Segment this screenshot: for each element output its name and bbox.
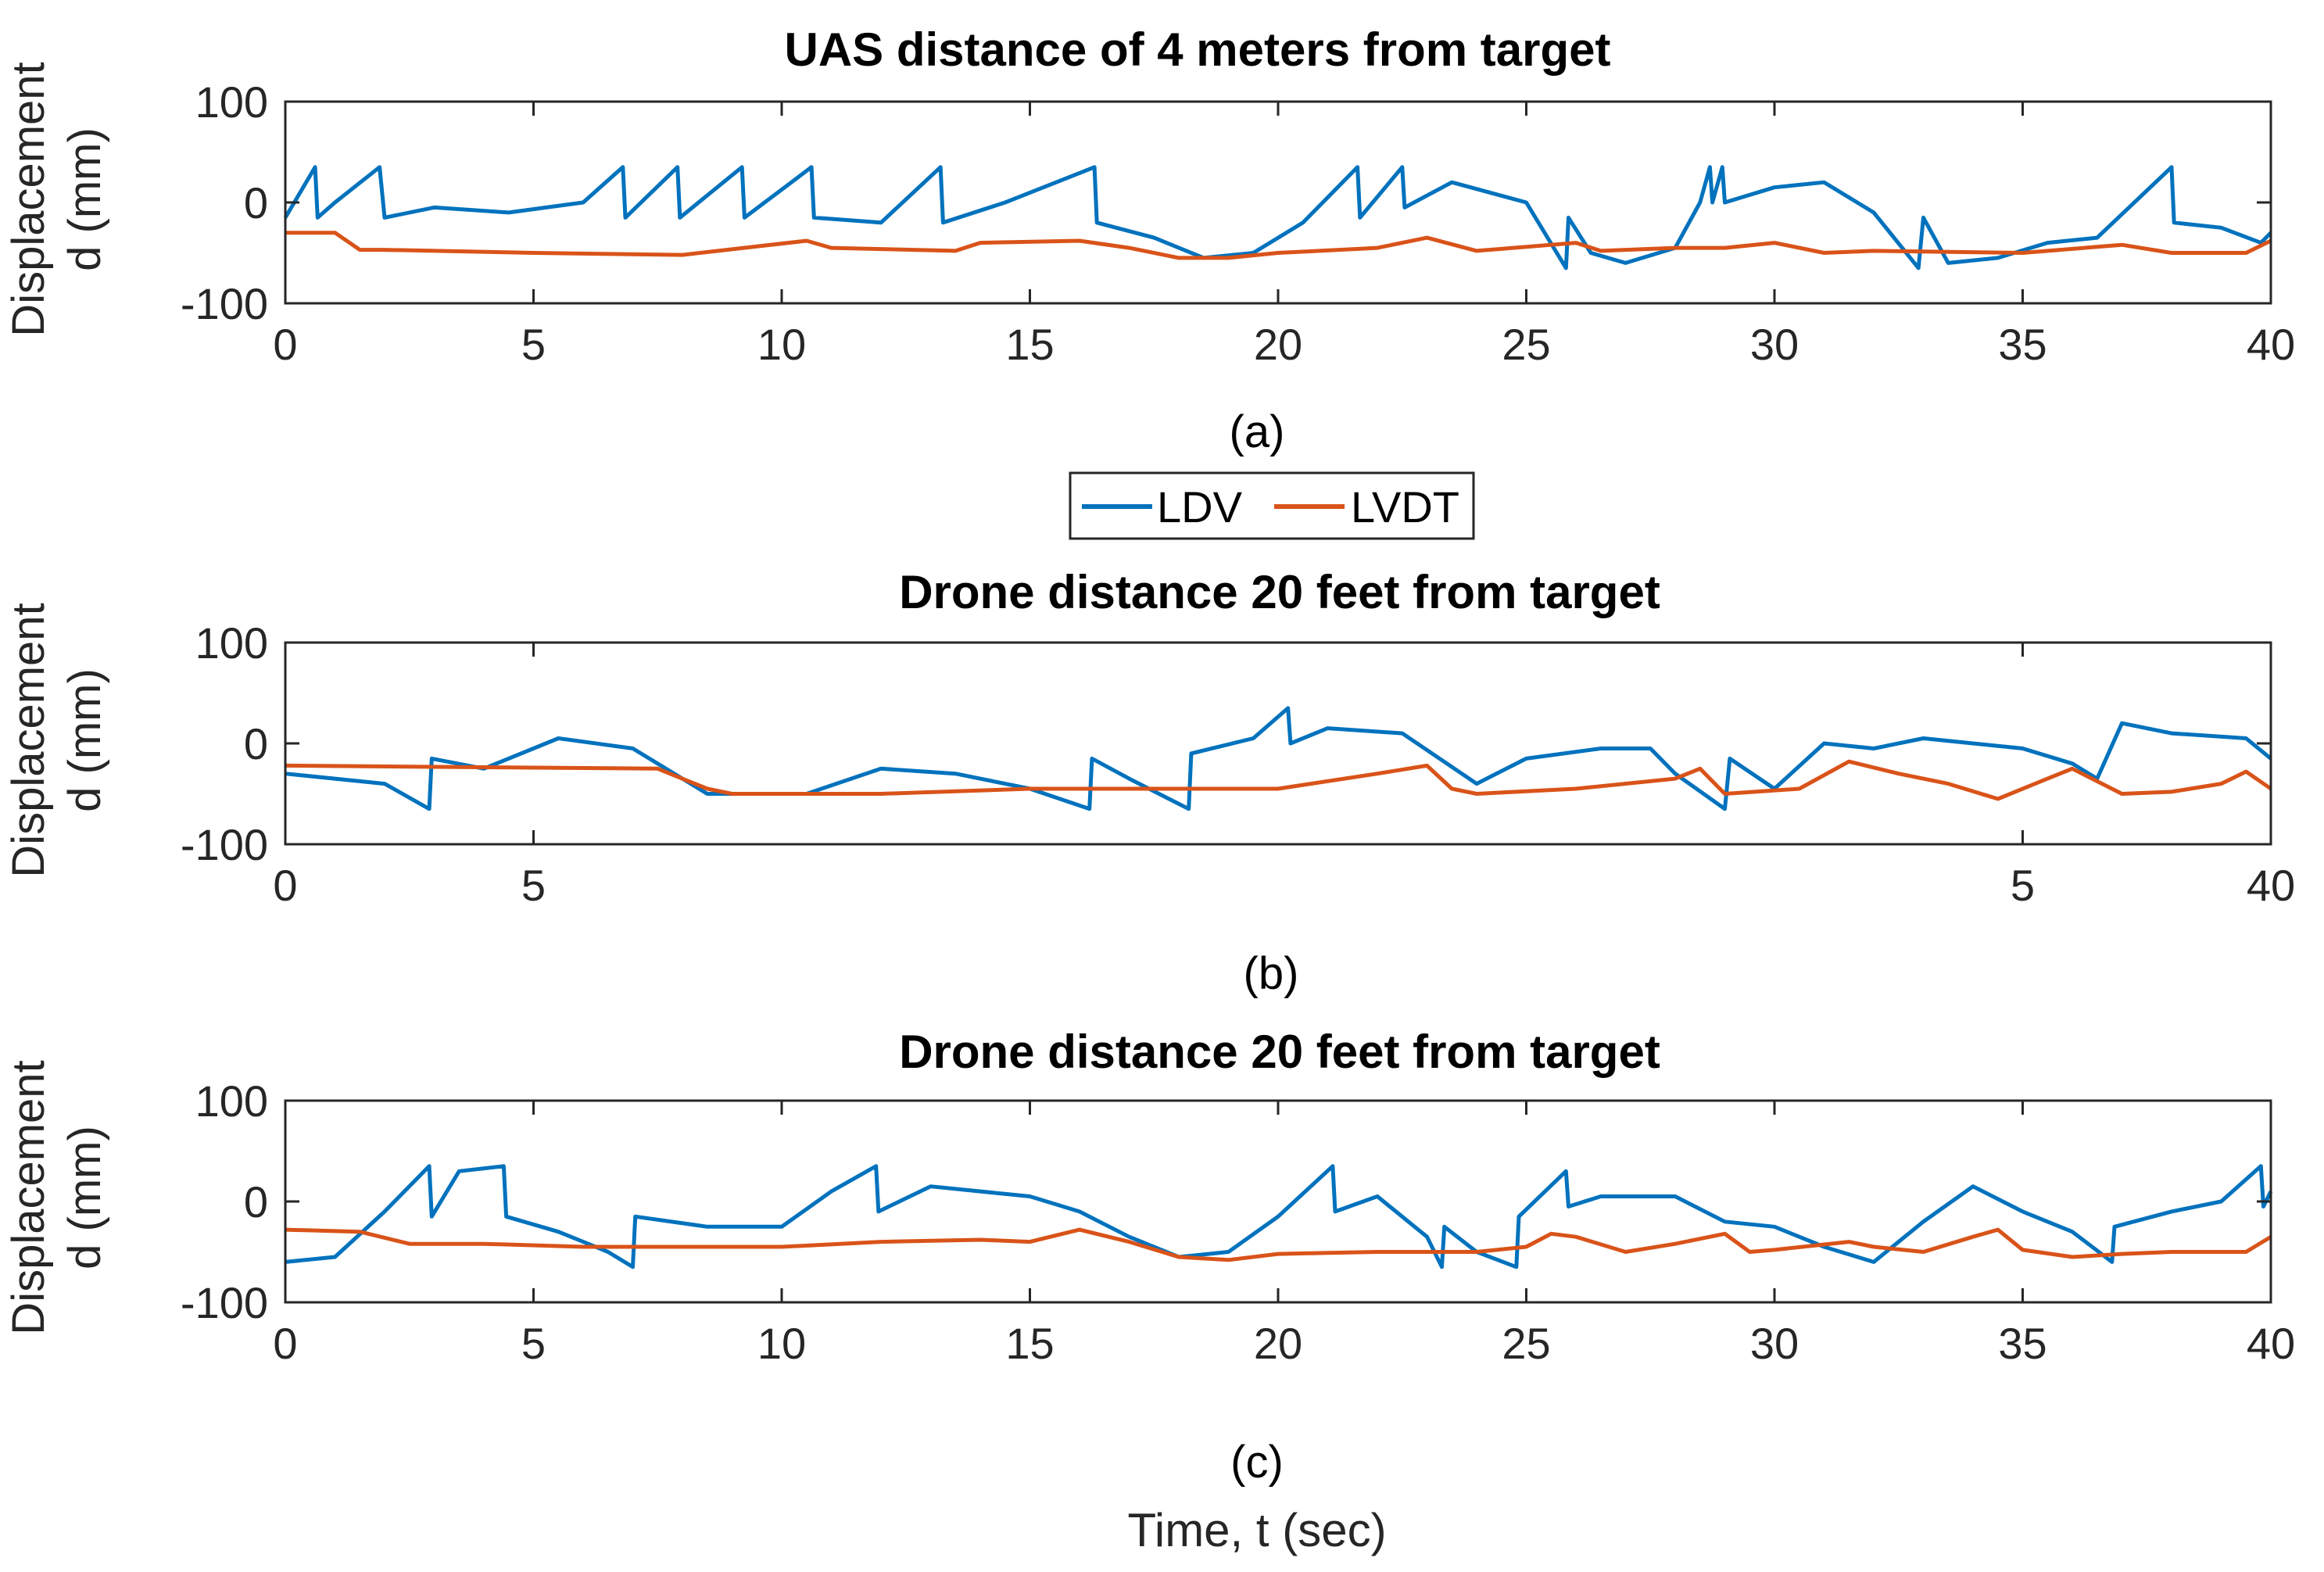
panel-b-series-lvdt-line bbox=[285, 759, 2272, 801]
panel-c-ylabel-line1: Displacement bbox=[3, 1060, 54, 1334]
panel-b-xtick-label: 0 bbox=[273, 861, 297, 910]
panel-a-ylabel-line1: Displacement bbox=[3, 62, 54, 336]
panel-a-series-lvdt-line bbox=[285, 231, 2272, 260]
panel-b-ytick-label: 100 bbox=[195, 618, 268, 668]
panel-b-xtick-label: 5 bbox=[521, 861, 546, 910]
panel-a-xtick-label: 10 bbox=[757, 320, 806, 369]
panel-c-plot-bg bbox=[285, 1101, 2271, 1302]
panel-b-ylabel: Displacement d (mm) bbox=[3, 603, 110, 877]
panel-a-xtick-label: 25 bbox=[1502, 320, 1550, 369]
panel-a-ytick-label: 0 bbox=[244, 178, 268, 227]
panel-c-ytick-label: -100 bbox=[181, 1278, 268, 1327]
panel-c-title: Drone distance 20 feet from target bbox=[899, 1026, 1660, 1078]
panel-a-ylabel: Displacement d (mm) bbox=[3, 62, 110, 336]
panel-a-xtick-label: 40 bbox=[2247, 320, 2295, 369]
panel-b-ytick-label: -100 bbox=[181, 820, 268, 869]
panel-c-xtick-label: 15 bbox=[1005, 1319, 1054, 1368]
panel-b-ytick-label: 0 bbox=[244, 719, 268, 768]
panel-c-ylabel: Displacement d (mm) bbox=[3, 1060, 110, 1334]
panel-b-ylabel-line2: d (mm) bbox=[59, 668, 110, 812]
panel-a-xtick-label: 5 bbox=[521, 320, 546, 369]
panel-b-xtick-label: 5 bbox=[2011, 861, 2035, 910]
panel-a-title: UAS distance of 4 meters from target bbox=[785, 23, 1611, 76]
panel-b-title: Drone distance 20 feet from target bbox=[899, 566, 1660, 618]
panel-a-xtick-label: 20 bbox=[1254, 320, 1302, 369]
panel-a: UAS distance of 4 meters from target Dis… bbox=[3, 23, 2295, 457]
legend: LDV LVDT bbox=[1069, 471, 1475, 540]
figure-xlabel: Time, t (sec) bbox=[1127, 1504, 1386, 1556]
panel-a-xtick-label: 35 bbox=[1998, 320, 2046, 369]
panel-a-plot-bg bbox=[285, 102, 2271, 303]
panel-c-series-ldv-line bbox=[285, 1164, 2273, 1269]
panel-b: Drone distance 20 feet from target Displ… bbox=[3, 566, 2295, 999]
panel-b-xtick-label: 40 bbox=[2247, 861, 2295, 910]
panel-a-series-ldv-line bbox=[283, 165, 2272, 270]
legend-lvdt-label: LVDT bbox=[1351, 482, 1459, 532]
panel-c: Drone distance 20 feet from target Displ… bbox=[3, 1026, 2295, 1488]
panel-c-xtick-label: 40 bbox=[2247, 1319, 2295, 1368]
panel-a-xtick-label: 30 bbox=[1750, 320, 1799, 369]
panel-a-xtick-label: 15 bbox=[1005, 320, 1054, 369]
panel-b-label: (b) bbox=[1244, 948, 1299, 999]
panel-a-ylabel-line2: d (mm) bbox=[59, 127, 110, 271]
panel-a-label: (a) bbox=[1230, 406, 1285, 457]
panel-c-xtick-label: 0 bbox=[273, 1319, 297, 1368]
legend-ldv-label: LDV bbox=[1157, 482, 1243, 532]
panel-c-ylabel-line2: d (mm) bbox=[59, 1126, 110, 1269]
panel-c-series-lvdt-line bbox=[285, 1227, 2272, 1262]
panel-c-xtick-label: 25 bbox=[1502, 1319, 1550, 1368]
panel-c-xtick-label: 35 bbox=[1998, 1319, 2046, 1368]
panel-c-xtick-label: 30 bbox=[1750, 1319, 1799, 1368]
panel-b-ylabel-line1: Displacement bbox=[3, 603, 54, 877]
panel-a-ytick-label: -100 bbox=[181, 279, 268, 328]
panel-a-ytick-label: 100 bbox=[195, 77, 268, 127]
panel-c-xtick-label: 10 bbox=[757, 1319, 806, 1368]
panel-a-xtick-label: 0 bbox=[273, 320, 297, 369]
panel-c-xtick-label: 20 bbox=[1254, 1319, 1302, 1368]
panel-c-ytick-label: 0 bbox=[244, 1177, 268, 1226]
panel-c-ytick-label: 100 bbox=[195, 1076, 268, 1126]
panel-b-plot-bg bbox=[285, 643, 2271, 844]
panel-c-xtick-label: 5 bbox=[521, 1319, 546, 1368]
panel-c-label: (c) bbox=[1230, 1437, 1284, 1488]
